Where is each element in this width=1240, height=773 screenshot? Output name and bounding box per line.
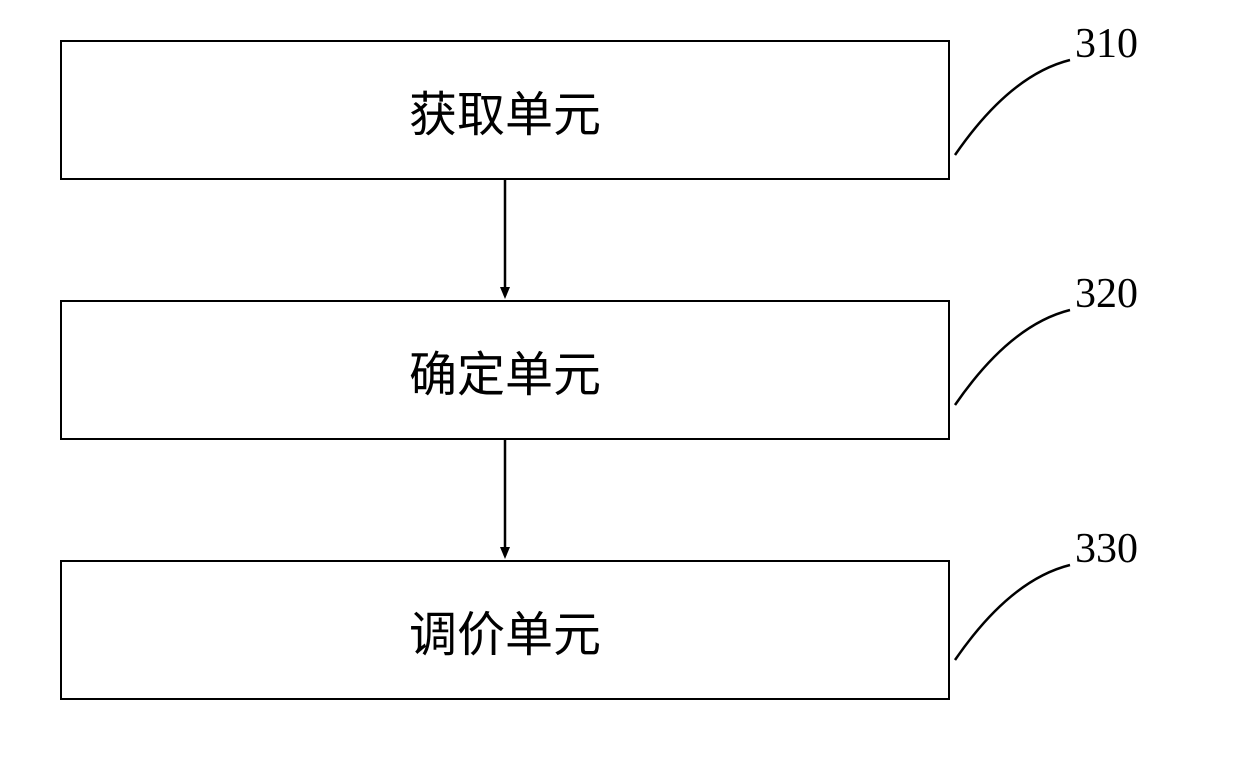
reference-label: 330 bbox=[1075, 525, 1138, 573]
reference-label: 310 bbox=[1075, 20, 1138, 68]
node-text: 获取单元 bbox=[409, 75, 601, 145]
node-text: 调价单元 bbox=[409, 595, 601, 665]
reference-label: 320 bbox=[1075, 270, 1138, 318]
leader-line bbox=[955, 310, 1070, 405]
flowchart-node: 获取单元 bbox=[60, 40, 950, 180]
flowchart-node: 调价单元 bbox=[60, 560, 950, 700]
node-text: 确定单元 bbox=[409, 335, 601, 405]
leader-line bbox=[955, 565, 1070, 660]
leader-line bbox=[955, 60, 1070, 155]
flowchart-node: 确定单元 bbox=[60, 300, 950, 440]
diagram-canvas: 获取单元 确定单元 调价单元 310 320 330 bbox=[0, 0, 1240, 773]
